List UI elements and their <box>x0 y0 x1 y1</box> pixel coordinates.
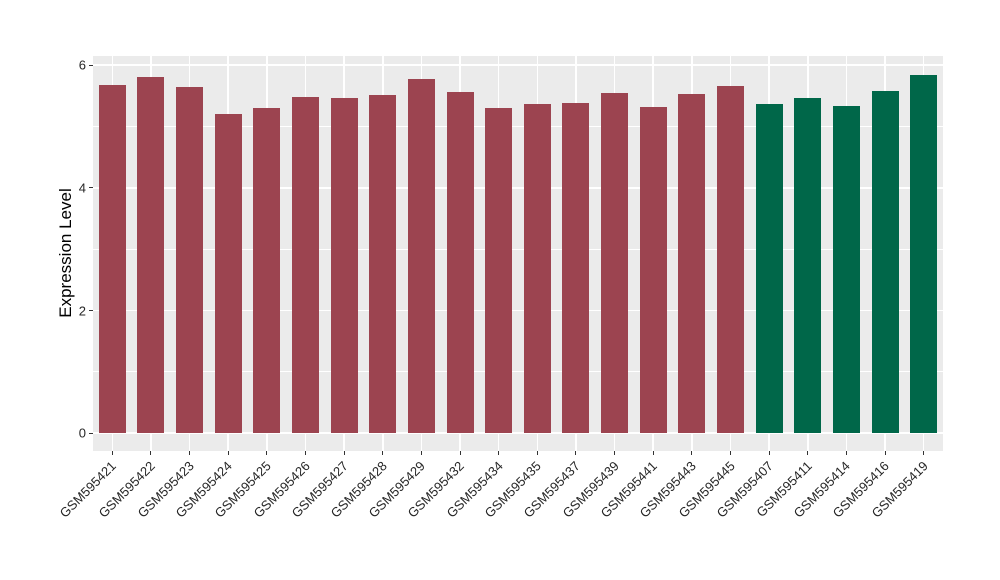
x-tick-mark <box>691 451 693 455</box>
x-tick-mark <box>382 451 384 455</box>
y-tick-label: 2 <box>78 303 86 319</box>
bar <box>176 86 204 434</box>
gridline-major-y <box>93 309 943 312</box>
bar <box>871 90 899 434</box>
x-tick-mark <box>498 451 500 455</box>
bar <box>214 113 242 434</box>
y-tick-mark <box>89 432 93 434</box>
gridline-major-y <box>93 64 943 66</box>
bar <box>678 94 706 434</box>
bar <box>794 98 822 434</box>
bar <box>446 92 474 434</box>
x-tick-mark <box>189 451 191 455</box>
x-tick-mark <box>459 451 461 455</box>
x-tick-mark <box>111 451 113 455</box>
gridline-minor-y <box>93 126 943 127</box>
bar <box>910 75 938 434</box>
x-tick-mark <box>614 451 616 455</box>
bar <box>485 107 513 434</box>
bar <box>137 77 165 434</box>
bar <box>562 102 590 434</box>
x-tick-mark <box>536 451 538 455</box>
y-tick-mark <box>89 187 93 189</box>
x-tick-mark <box>266 451 268 455</box>
y-axis-title: Expression Level <box>56 188 75 318</box>
y-tick-mark <box>89 64 93 66</box>
gridline-minor-y <box>93 248 943 250</box>
bar <box>291 97 319 434</box>
x-tick-mark <box>807 451 809 455</box>
x-tick-mark <box>420 451 422 455</box>
gridline-minor-y <box>93 371 943 373</box>
x-tick-mark <box>768 451 770 455</box>
gridline-major-y <box>93 187 943 189</box>
bar <box>755 104 783 434</box>
x-tick-mark <box>305 451 306 455</box>
y-tick-label: 4 <box>78 180 86 196</box>
gridline-major-y <box>93 432 943 434</box>
bar <box>98 85 126 434</box>
bar <box>601 92 629 434</box>
x-tick-mark <box>343 451 345 455</box>
x-tick-mark <box>652 451 654 455</box>
x-tick-mark <box>150 451 152 455</box>
bar <box>716 86 744 434</box>
x-tick-mark <box>227 451 229 455</box>
x-tick-mark <box>884 451 886 455</box>
y-tick-label: 6 <box>78 57 86 73</box>
bar <box>369 95 397 434</box>
x-tick-mark <box>730 451 731 455</box>
x-tick-mark <box>845 451 847 455</box>
bar <box>832 106 860 434</box>
y-tick-mark <box>89 310 93 312</box>
y-tick-label: 0 <box>78 425 86 441</box>
x-tick-mark <box>923 451 925 455</box>
bar <box>639 106 667 434</box>
bar <box>407 78 435 434</box>
plot-panel <box>93 56 943 451</box>
bar <box>523 103 551 434</box>
x-tick-mark <box>575 451 577 455</box>
bar <box>253 107 281 434</box>
bar <box>330 98 358 434</box>
